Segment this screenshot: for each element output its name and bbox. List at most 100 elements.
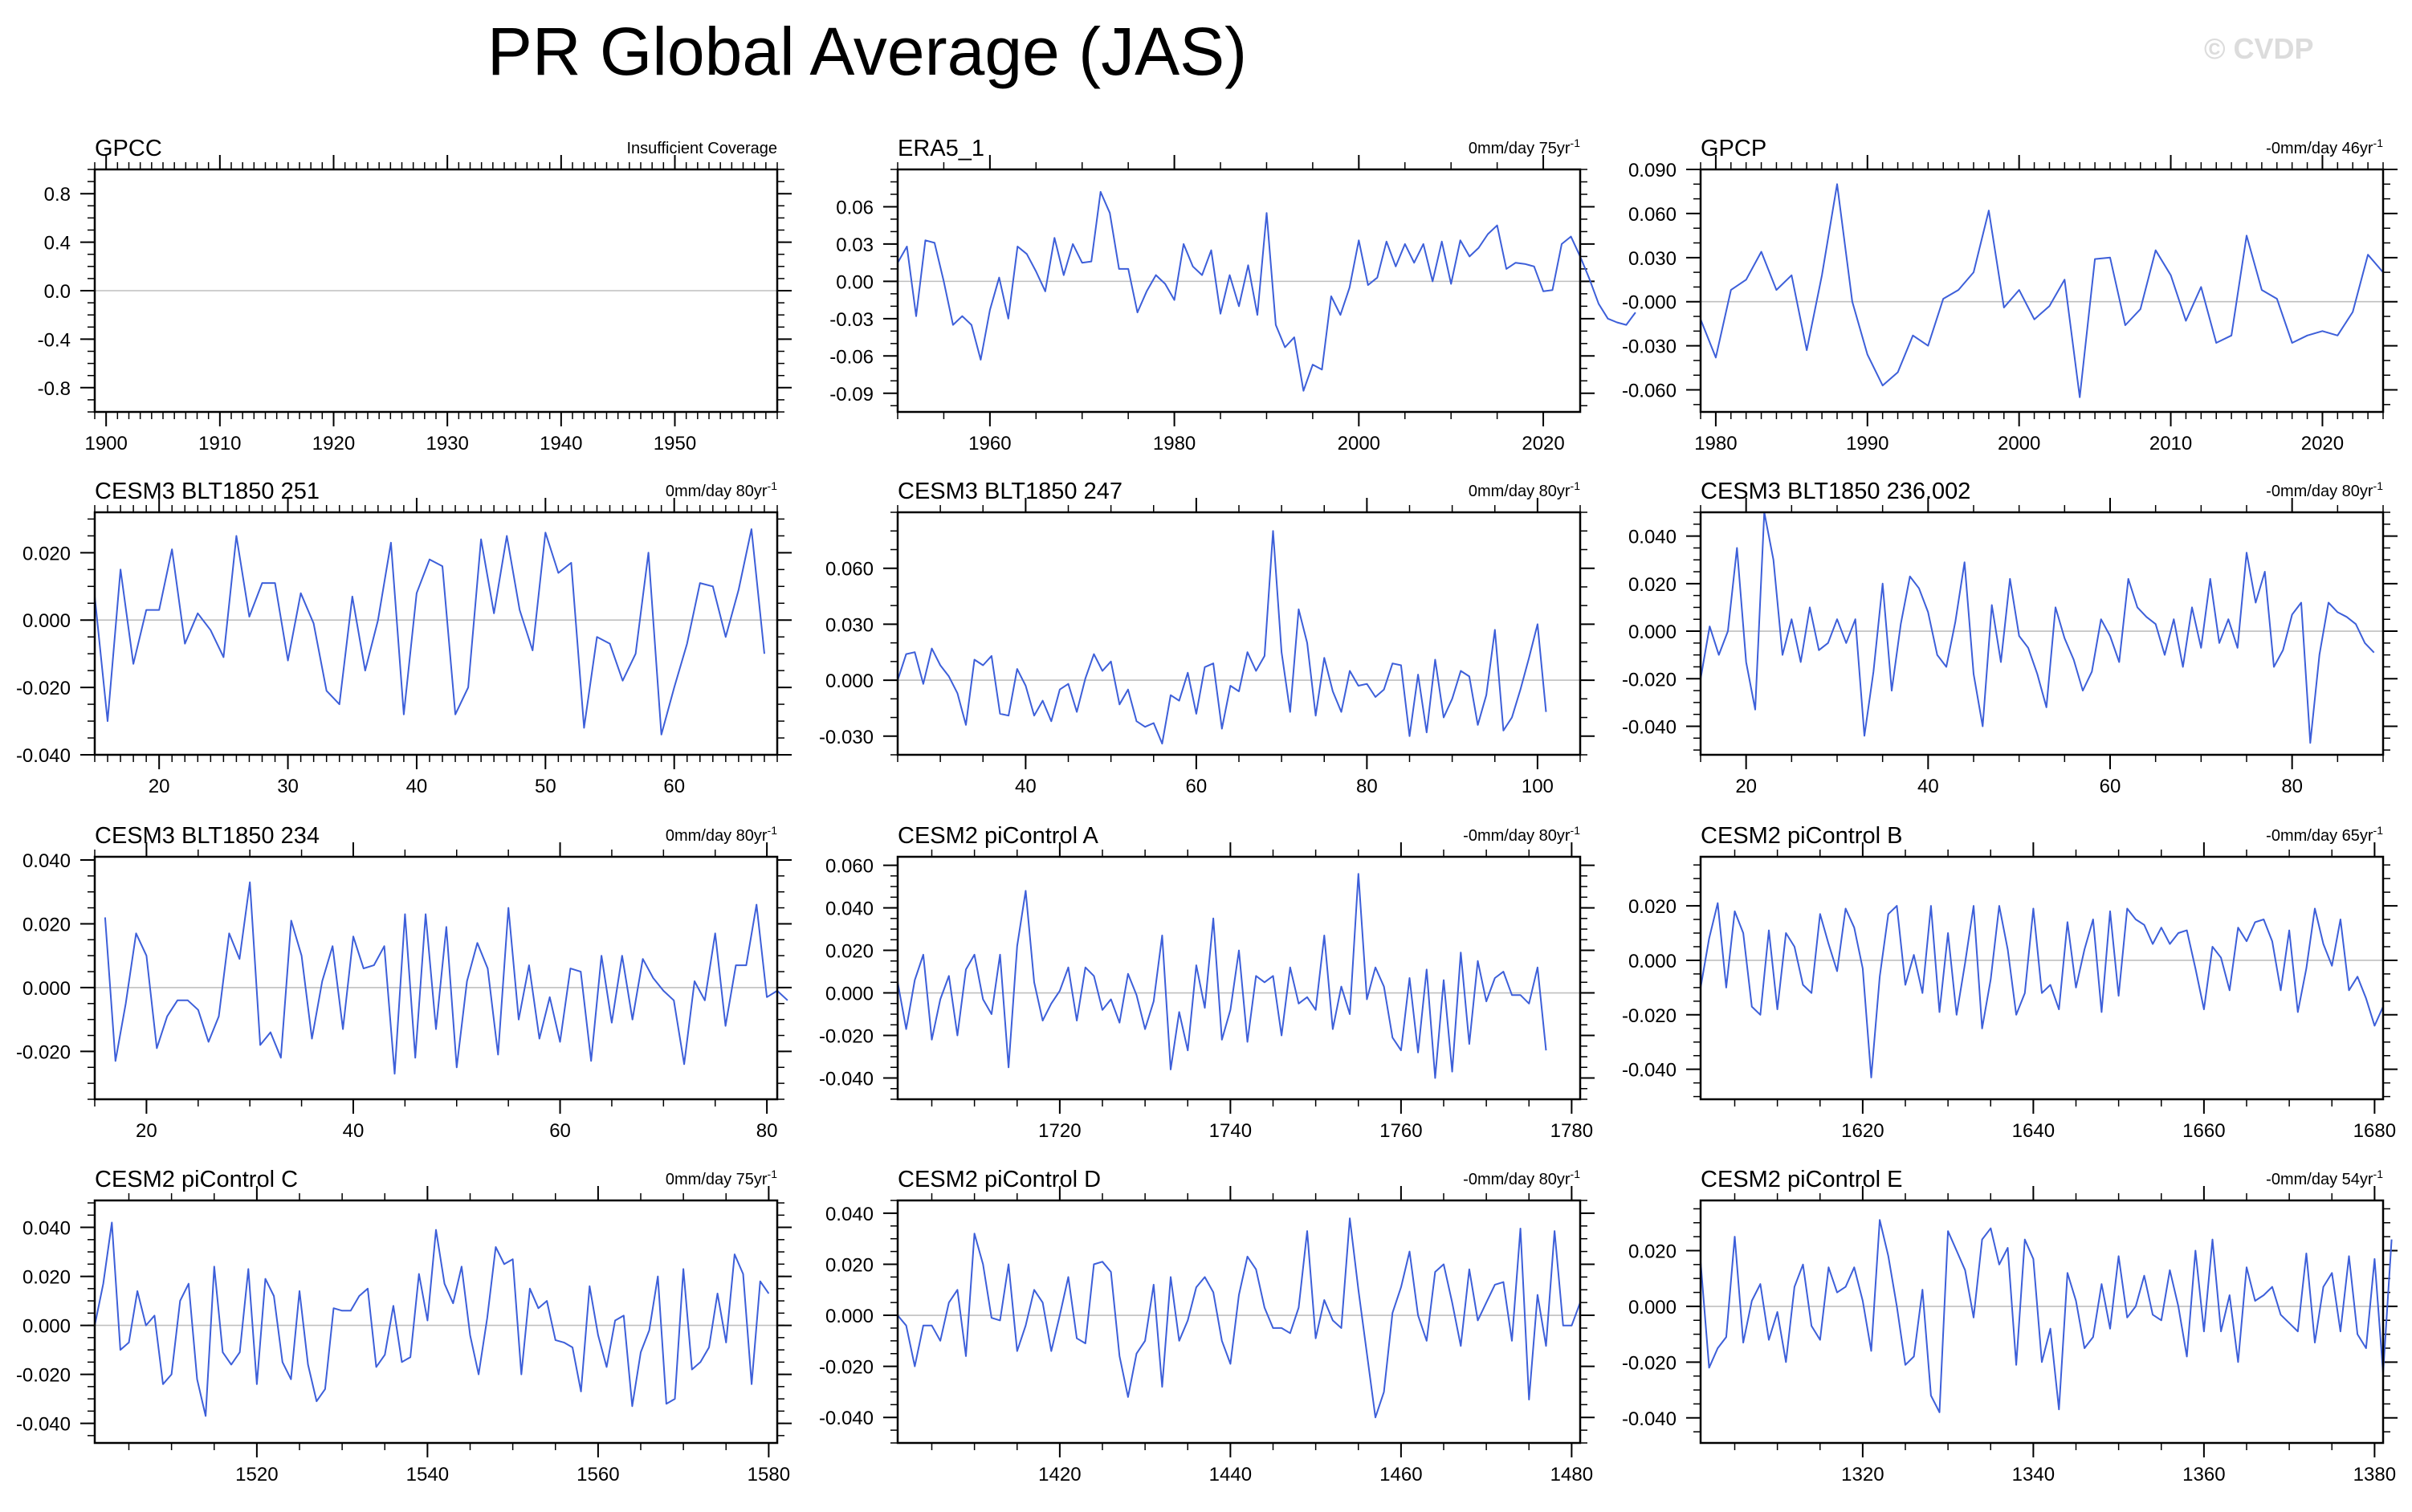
panel-trend-label: -0mm/day 80yr-1 <box>1463 1168 1580 1188</box>
y-tick-label: -0.040 <box>819 1069 874 1090</box>
x-tick-label: 1660 <box>2182 1120 2225 1142</box>
x-tick-label: 60 <box>549 1120 571 1142</box>
y-tick-label: -0.040 <box>1622 1408 1677 1430</box>
panel-title: ERA5_1 <box>898 136 984 161</box>
y-tick-label: 0.000 <box>1628 622 1677 643</box>
panel-trend-label: -0mm/day 65yr-1 <box>2266 824 2383 845</box>
x-tick-label: 1960 <box>968 433 1011 454</box>
x-tick-label: 1950 <box>654 433 696 454</box>
panel-title: CESM3 BLT1850 247 <box>898 479 1122 504</box>
y-tick-label: 0.00 <box>836 271 874 293</box>
x-tick-label: 20 <box>1735 776 1757 797</box>
x-tick-label: 100 <box>1522 776 1554 797</box>
y-tick-label: 0.000 <box>22 978 71 1000</box>
y-tick-label: -0.020 <box>1622 1352 1677 1374</box>
x-tick-label: 2000 <box>1338 433 1380 454</box>
series-line <box>94 528 765 736</box>
plot-frame <box>896 168 1582 414</box>
x-tick-label: 2020 <box>1522 433 1564 454</box>
x-tick-label: 2020 <box>2301 433 2344 454</box>
y-tick-label: 0.020 <box>1628 1241 1677 1262</box>
panel-title: GPCC <box>95 136 162 161</box>
y-tick-label: 0.03 <box>836 234 874 256</box>
y-tick-label: -0.060 <box>1622 381 1677 402</box>
y-tick-label: -0.020 <box>16 1041 71 1063</box>
x-tick-label: 1980 <box>1153 433 1196 454</box>
panel-9: CESM2 piControl B -0mm/day 65yr-1 1620 1640… <box>1622 823 2398 1142</box>
x-tick-label: 1580 <box>748 1464 790 1486</box>
x-tick-label: 40 <box>406 776 428 797</box>
x-tick-label: 40 <box>343 1120 365 1142</box>
panel-4: CESM3 BLT1850 251 0mm/day 80yr-1 20 30 40 50 6… <box>16 479 792 797</box>
x-tick-label: 1320 <box>1841 1464 1884 1486</box>
panel-10: CESM2 piControl C 0mm/day 75yr-1 1520 1540 1… <box>16 1167 792 1486</box>
x-tick-label: 1900 <box>84 433 127 454</box>
y-tick-label: -0.06 <box>829 346 874 368</box>
x-tick-label: 1420 <box>1038 1464 1081 1486</box>
panel-title: CESM2 piControl E <box>1701 1167 1902 1192</box>
panel-title: GPCP <box>1701 136 1766 161</box>
series-line <box>897 190 1636 392</box>
y-tick-label: -0.040 <box>16 745 71 767</box>
y-tick-label: -0.030 <box>1622 336 1677 358</box>
panel-trend-label: 0mm/day 75yr-1 <box>666 1168 777 1188</box>
y-tick-label: 0.020 <box>22 543 71 564</box>
x-tick-label: 2000 <box>1998 433 2040 454</box>
y-tick-label: 0.000 <box>825 984 874 1005</box>
panel-title: CESM3 BLT1850 234 <box>95 823 320 849</box>
x-tick-label: 1440 <box>1209 1464 1252 1486</box>
series-line <box>1700 183 2384 398</box>
series-line <box>897 873 1547 1079</box>
y-tick-label: -0.040 <box>16 1414 71 1436</box>
panel-12: CESM2 piControl E -0mm/day 54yr-1 1320 1340… <box>1622 1167 2398 1486</box>
panel-trend-label: -0mm/day 54yr-1 <box>2266 1168 2383 1188</box>
y-tick-label: -0.040 <box>1622 1060 1677 1082</box>
x-tick-label: 1640 <box>2012 1120 2055 1142</box>
y-tick-label: 0.040 <box>22 850 71 872</box>
panel-3: GPCP -0mm/day 46yr-1 1980 1990 2000 2010 2020 -… <box>1622 136 2398 454</box>
y-tick-label: 0.040 <box>825 899 874 920</box>
panel-title: CESM2 piControl C <box>95 1167 298 1192</box>
y-tick-label: -0.03 <box>829 309 874 331</box>
y-tick-label: -0.020 <box>1622 669 1677 691</box>
y-tick-label: 0.060 <box>825 856 874 878</box>
cvdp-watermark: © CVDP <box>2204 32 2314 65</box>
y-tick-label: 0.060 <box>825 559 874 581</box>
y-tick-label: 0.000 <box>22 610 71 632</box>
x-tick-label: 1990 <box>1846 433 1888 454</box>
series-line <box>897 1217 1581 1419</box>
y-tick-label: -0.020 <box>1622 1005 1677 1027</box>
y-tick-label: -0.4 <box>38 329 71 351</box>
y-tick-label: 0.000 <box>1628 1297 1677 1318</box>
y-tick-label: 0.060 <box>1628 204 1677 226</box>
panel-trend-label: 0mm/day 80yr-1 <box>1469 479 1580 500</box>
x-tick-label: 30 <box>277 776 299 797</box>
y-tick-label: -0.030 <box>819 727 874 748</box>
panel-11: CESM2 piControl D -0mm/day 80yr-1 1420 1440… <box>819 1167 1595 1486</box>
y-tick-label: -0.000 <box>1622 292 1677 314</box>
plot-frame <box>1699 168 2385 414</box>
plot-frame <box>896 1199 1582 1445</box>
x-tick-label: 1380 <box>2353 1464 2396 1486</box>
y-tick-label: 0.000 <box>1628 951 1677 972</box>
y-tick-label: -0.020 <box>16 1365 71 1387</box>
plot-frame <box>93 168 779 414</box>
x-tick-label: 80 <box>1356 776 1378 797</box>
x-tick-label: 1460 <box>1379 1464 1422 1486</box>
y-tick-label: -0.040 <box>1622 716 1677 738</box>
x-tick-label: 60 <box>663 776 685 797</box>
x-tick-label: 1740 <box>1209 1120 1252 1142</box>
y-tick-label: 0.020 <box>825 941 874 963</box>
x-tick-label: 40 <box>1917 776 1939 797</box>
y-tick-label: 0.090 <box>1628 160 1677 181</box>
y-tick-label: -0.8 <box>38 378 71 400</box>
panel-trend-label: Insufficient Coverage <box>626 140 777 157</box>
series-line <box>897 530 1547 745</box>
y-tick-label: 0.030 <box>1628 248 1677 270</box>
x-tick-label: 1940 <box>540 433 582 454</box>
x-tick-label: 1480 <box>1550 1464 1593 1486</box>
x-tick-label: 1720 <box>1038 1120 1081 1142</box>
panel-trend-label: -0mm/day 80yr-1 <box>2266 479 2383 500</box>
y-tick-label: 0.040 <box>1628 527 1677 548</box>
panel-trend-label: 0mm/day 75yr-1 <box>1469 137 1580 157</box>
